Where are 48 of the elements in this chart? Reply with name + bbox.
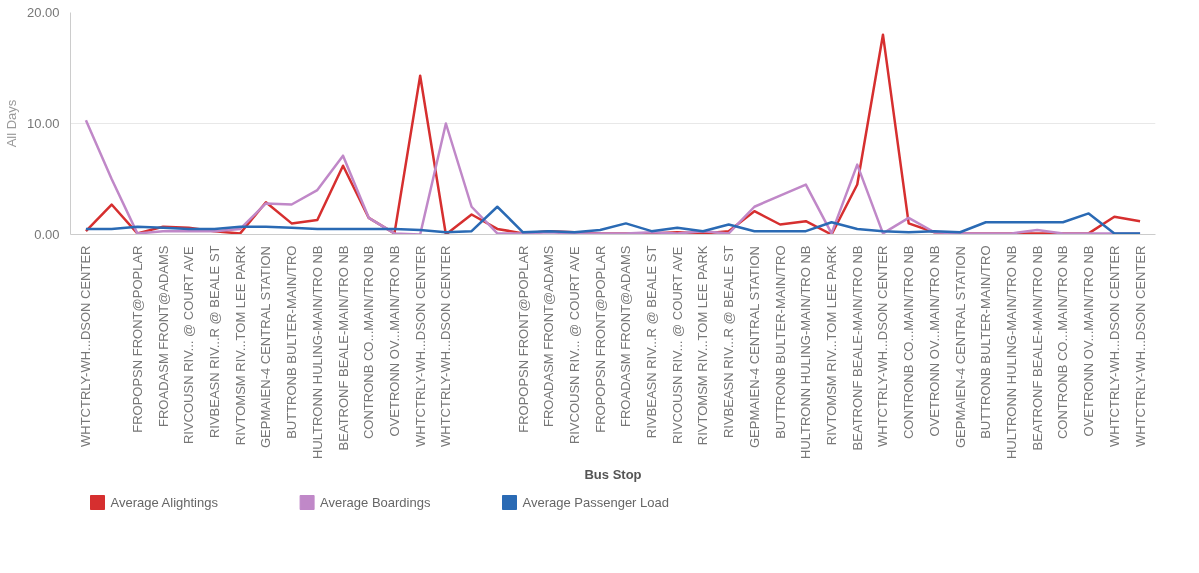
- x-tick-label: BUTTRONB BULTER-MAIN/TRO: [978, 245, 994, 439]
- y-axis-title: All Days: [3, 99, 19, 148]
- x-tick-label: FROPOPSN FRONT@POPLAR: [515, 245, 531, 433]
- x-tick-label: CONTRONB CO...MAIN/TRO NB: [361, 245, 377, 440]
- x-axis-title: Bus Stop: [584, 467, 642, 483]
- x-tick-label: RIVTOMSM RIV...TOM LEE PARK: [232, 245, 248, 446]
- legend-label: Average Alightings: [110, 495, 219, 510]
- x-tick-label: WHTCTRLY-WH...DSON CENTER: [78, 245, 94, 447]
- x-tick-label: BUTTRONB BULTER-MAIN/TRO: [284, 245, 300, 439]
- x-tick-label: GEPMAIEN-4 CENTRAL STATION: [746, 245, 762, 448]
- x-tick-label: WHTCTRLY-WH...DSON CENTER: [438, 245, 454, 447]
- legend-label: Average Boardings: [320, 495, 431, 510]
- x-tick-label: OVETRONN OV...MAIN/TRO NB: [1081, 245, 1097, 437]
- x-tick-label: RIVTOMSM RIV...TOM LEE PARK: [695, 245, 711, 446]
- x-tick-label: GEPMAIEN-4 CENTRAL STATION: [258, 245, 274, 448]
- x-tick-label: RIVCOUSN RIV... @ COURT AVE: [566, 246, 582, 445]
- x-tick-label: HULTRONN HULING-MAIN/TRO NB: [798, 245, 814, 460]
- x-tick-label: WHTCTRLY-WH...DSON CENTER: [875, 245, 891, 447]
- x-tick-label: FROPOPSN FRONT@POPLAR: [592, 245, 608, 433]
- x-tick-label: BUTTRONB BULTER-MAIN/TRO: [772, 245, 788, 439]
- line-series: [84, 205, 1142, 235]
- x-tick-label: RIVCOUSN RIV... @ COURT AVE: [181, 246, 197, 445]
- x-tick-label: WHTCTRLY-WH...DSON CENTER: [412, 245, 428, 447]
- x-tick-label: CONTRONB CO...MAIN/TRO NB: [1055, 245, 1071, 440]
- x-tick-label: RIVBEASN RIV...R @ BEALE ST: [721, 245, 737, 439]
- x-tick-label: WHTCTRLY-WH...DSON CENTER: [1132, 245, 1148, 447]
- x-tick-label: WHTCTRLY-WH...DSON CENTER: [1106, 245, 1122, 447]
- x-tick-label: BEATRONF BEALE-MAIN/TRO NB: [335, 245, 351, 451]
- x-tick-label: GEPMAIEN-4 CENTRAL STATION: [952, 245, 968, 448]
- x-tick-label: FROADASM FRONT@ADAMS: [155, 245, 171, 427]
- x-tick-label: CONTRONB CO...MAIN/TRO NB: [901, 245, 917, 440]
- x-tick-label: RIVCOUSN RIV... @ COURT AVE: [669, 246, 685, 445]
- y-tick-label: 10.00: [26, 116, 60, 131]
- x-tick-label: BEATRONF BEALE-MAIN/TRO NB: [1029, 245, 1045, 451]
- y-tick-label: 0.00: [34, 227, 60, 242]
- x-tick-label: OVETRONN OV...MAIN/TRO NB: [926, 245, 942, 437]
- y-tick-label: 20.00: [26, 5, 60, 20]
- x-tick-label: OVETRONN OV...MAIN/TRO NB: [386, 245, 402, 437]
- x-tick-label: HULTRONN HULING-MAIN/TRO NB: [1004, 245, 1020, 460]
- x-tick-label: HULTRONN HULING-MAIN/TRO NB: [309, 245, 325, 460]
- x-tick-label: FROADASM FRONT@ADAMS: [618, 245, 634, 427]
- x-tick-label: RIVTOMSM RIV...TOM LEE PARK: [824, 245, 840, 446]
- x-tick-label: FROPOPSN FRONT@POPLAR: [129, 245, 145, 433]
- x-tick-label: FROADASM FRONT@ADAMS: [541, 245, 557, 427]
- x-tick-label: RIVBEASN RIV...R @ BEALE ST: [644, 245, 660, 439]
- legend-label: Average Passenger Load: [522, 495, 669, 510]
- x-tick-label: RIVBEASN RIV...R @ BEALE ST: [206, 245, 222, 439]
- x-tick-label: BEATRONF BEALE-MAIN/TRO NB: [849, 245, 865, 451]
